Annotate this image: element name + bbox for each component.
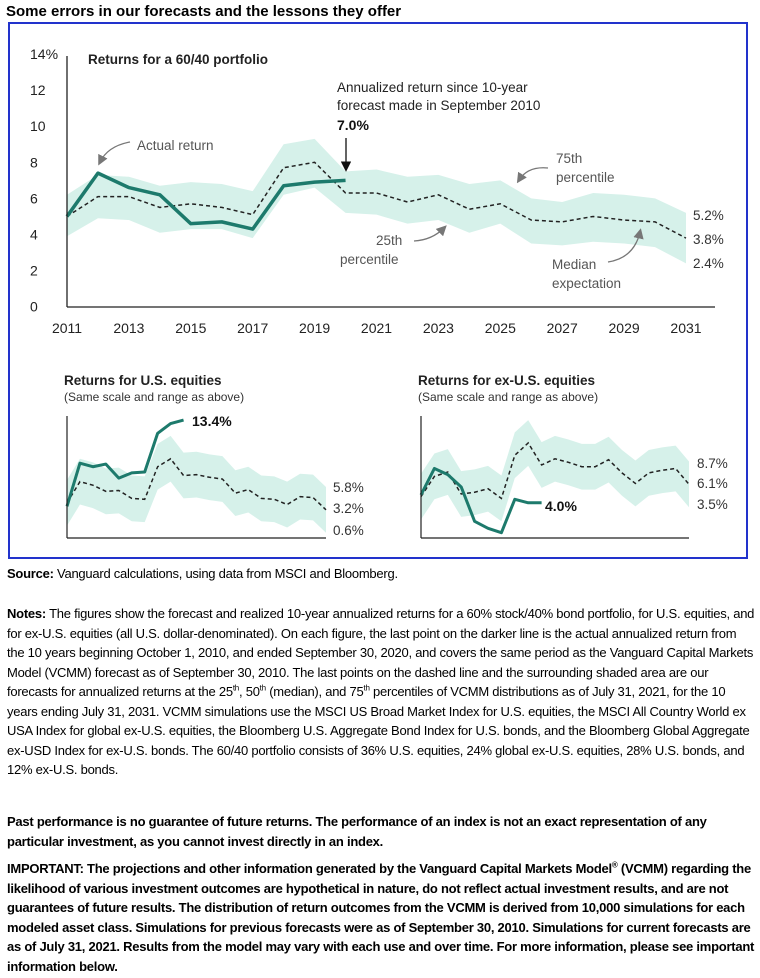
ex-us-equities-chart: Returns for ex-U.S. equities (Same scale… <box>418 373 728 539</box>
exus-chart-subtitle: (Same scale and range as above) <box>418 390 598 404</box>
label-75th-2: percentile <box>556 170 615 185</box>
exus-percentile-band <box>421 420 689 522</box>
exus-end-75: 8.7% <box>697 456 728 471</box>
label-25th-1: 25th <box>376 233 402 248</box>
exus-end-25: 3.5% <box>697 497 728 512</box>
exus-actual-line <box>419 466 542 535</box>
x-tick-label: 2019 <box>299 320 330 336</box>
callout-line2: forecast made in September 2010 <box>337 98 540 113</box>
important-text: (VCMM) regarding the likelihood of vario… <box>7 861 755 974</box>
important-text: IMPORTANT: The projections and other inf… <box>7 861 612 876</box>
annotation-arrow-actual <box>98 141 131 166</box>
label-median-2: expectation <box>552 276 621 291</box>
us-percentile-band <box>67 435 326 533</box>
notes-sup: th <box>363 683 370 693</box>
important-disclaimer: IMPORTANT: The projections and other inf… <box>7 859 755 976</box>
end-label-50: 3.8% <box>693 232 724 247</box>
x-tick-label: 2017 <box>237 320 268 336</box>
x-tick-label: 2011 <box>52 320 82 336</box>
us-actual-line <box>65 418 184 507</box>
y-tick-label: 10 <box>30 118 46 134</box>
x-tick-label: 2025 <box>485 320 516 336</box>
us-chart-title: Returns for U.S. equities <box>64 373 222 388</box>
arrow-25th <box>413 225 447 242</box>
us-actual-end-label: 13.4% <box>192 413 232 429</box>
x-tick-label: 2023 <box>423 320 454 336</box>
us-equities-chart: Returns for U.S. equities (Same scale an… <box>64 373 364 539</box>
main-actual-line <box>65 171 346 231</box>
exus-median-line <box>420 441 690 500</box>
arrow-median <box>607 228 644 263</box>
callout-line1: Annualized return since 10-year <box>337 80 528 95</box>
y-tick-label: 12 <box>30 82 46 98</box>
us-end-25: 0.6% <box>333 523 364 538</box>
y-tick-label: 4 <box>30 227 38 243</box>
arrow-75th <box>516 167 549 184</box>
x-tick-label: 2031 <box>670 320 701 336</box>
us-median-line <box>66 457 327 511</box>
source-note: Source: Vanguard calculations, using dat… <box>7 564 755 584</box>
notes-text: percentiles of VCMM distributions as of … <box>7 684 750 777</box>
y-tick-label: 6 <box>30 190 38 206</box>
label-25th-2: percentile <box>340 252 399 267</box>
charts-svg: Returns for a 60/40 portfolio 0 2 4 6 8 10 12 1… <box>30 46 728 539</box>
notes-label: Notes: <box>7 606 46 621</box>
x-tick-label: 2015 <box>175 320 206 336</box>
label-median-1: Median <box>552 257 596 272</box>
main-chart: Returns for a 60/40 portfolio 0 2 4 6 8 10 12 1… <box>30 46 724 336</box>
x-tick-label: 2021 <box>361 320 392 336</box>
x-tick-label: 2027 <box>547 320 578 336</box>
annotation-actual-return: Actual return <box>137 138 214 153</box>
x-tick-label: 2013 <box>113 320 144 336</box>
us-chart-subtitle: (Same scale and range as above) <box>64 390 244 404</box>
exus-end-50: 6.1% <box>697 476 728 491</box>
notes-text: (median), and 75 <box>265 684 364 699</box>
x-tick-label: 2029 <box>609 320 640 336</box>
exus-actual-end-label: 4.0% <box>545 498 577 514</box>
source-label: Source: <box>7 566 54 581</box>
y-tick-label: 14% <box>30 46 58 62</box>
source-text: Vanguard calculations, using data from M… <box>53 566 398 581</box>
us-end-50: 3.2% <box>333 501 364 516</box>
chart-frame <box>8 22 748 559</box>
notes-text: The figures show the forecast and realiz… <box>7 606 755 699</box>
notes-sup: th <box>259 683 266 693</box>
past-performance-disclaimer: Past performance is no guarantee of futu… <box>7 814 707 849</box>
y-tick-label: 2 <box>30 263 38 279</box>
label-75th-1: 75th <box>556 151 582 166</box>
registered-mark: ® <box>611 860 618 870</box>
end-label-25: 2.4% <box>693 256 724 271</box>
callout-value: 7.0% <box>337 117 369 133</box>
us-end-75: 5.8% <box>333 480 364 495</box>
page-title: Some errors in our forecasts and the les… <box>6 3 402 20</box>
main-chart-title: Returns for a 60/40 portfolio <box>88 52 268 67</box>
y-tick-label: 0 <box>30 299 38 315</box>
main-percentile-band <box>67 138 686 264</box>
end-label-75: 5.2% <box>693 208 724 223</box>
y-tick-label: 8 <box>30 154 38 170</box>
notes: Notes: The figures show the forecast and… <box>7 604 755 780</box>
notes-sup: th <box>232 683 239 693</box>
exus-chart-title: Returns for ex-U.S. equities <box>418 373 595 388</box>
notes-text: , 50 <box>238 684 260 699</box>
